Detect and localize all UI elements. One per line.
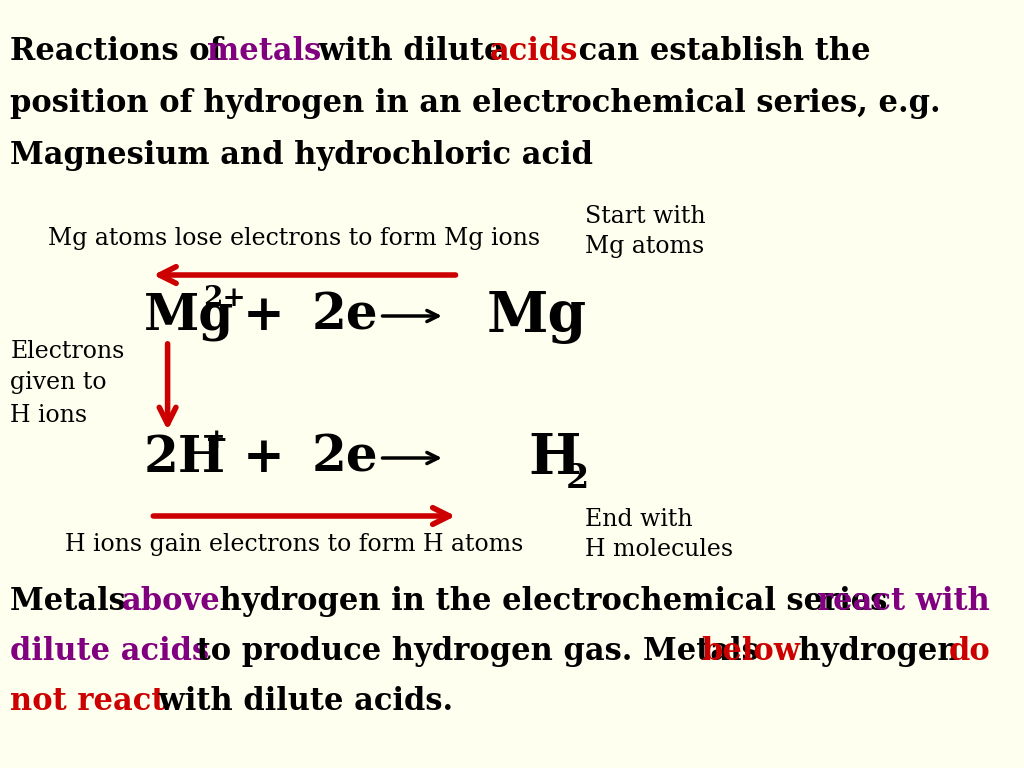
Text: 2e: 2e <box>311 292 378 340</box>
Text: position of hydrogen in an electrochemical series, e.g.: position of hydrogen in an electrochemic… <box>10 88 941 119</box>
Text: with dilute: with dilute <box>308 36 514 67</box>
Text: metals: metals <box>208 36 322 67</box>
Text: Electrons
given to
H ions: Electrons given to H ions <box>10 339 125 426</box>
Text: Magnesium and hydrochloric acid: Magnesium and hydrochloric acid <box>10 140 593 171</box>
Text: not react: not react <box>10 686 166 717</box>
Text: H: H <box>528 431 581 485</box>
Text: Mg: Mg <box>487 289 587 343</box>
Text: 2H: 2H <box>143 433 225 482</box>
Text: End with
H molecules: End with H molecules <box>585 508 733 561</box>
Text: react with: react with <box>817 586 990 617</box>
Text: below: below <box>701 636 800 667</box>
Text: 2: 2 <box>565 462 589 495</box>
Text: hydrogen: hydrogen <box>788 636 971 667</box>
Text: with dilute acids.: with dilute acids. <box>147 686 453 717</box>
Text: dilute acids: dilute acids <box>10 636 209 667</box>
Text: H ions gain electrons to form H atoms: H ions gain electrons to form H atoms <box>65 533 523 556</box>
Text: Start with
Mg atoms: Start with Mg atoms <box>585 205 706 258</box>
Text: +: + <box>243 433 285 482</box>
Text: acids: acids <box>490 36 579 67</box>
Text: +: + <box>205 426 228 453</box>
Text: Mg: Mg <box>143 292 233 340</box>
Text: 2+: 2+ <box>203 284 246 312</box>
Text: above: above <box>122 586 220 617</box>
Text: Mg atoms lose electrons to form Mg ions: Mg atoms lose electrons to form Mg ions <box>48 227 541 250</box>
Text: Metals: Metals <box>10 586 136 617</box>
Text: Reactions of: Reactions of <box>10 36 233 67</box>
Text: do: do <box>949 636 991 667</box>
Text: 2e: 2e <box>311 433 378 482</box>
Text: +: + <box>243 292 285 340</box>
Text: can establish the: can establish the <box>568 36 870 67</box>
Text: hydrogen in the electrochemical series: hydrogen in the electrochemical series <box>209 586 898 617</box>
Text: to produce hydrogen gas. Metals: to produce hydrogen gas. Metals <box>186 636 769 667</box>
